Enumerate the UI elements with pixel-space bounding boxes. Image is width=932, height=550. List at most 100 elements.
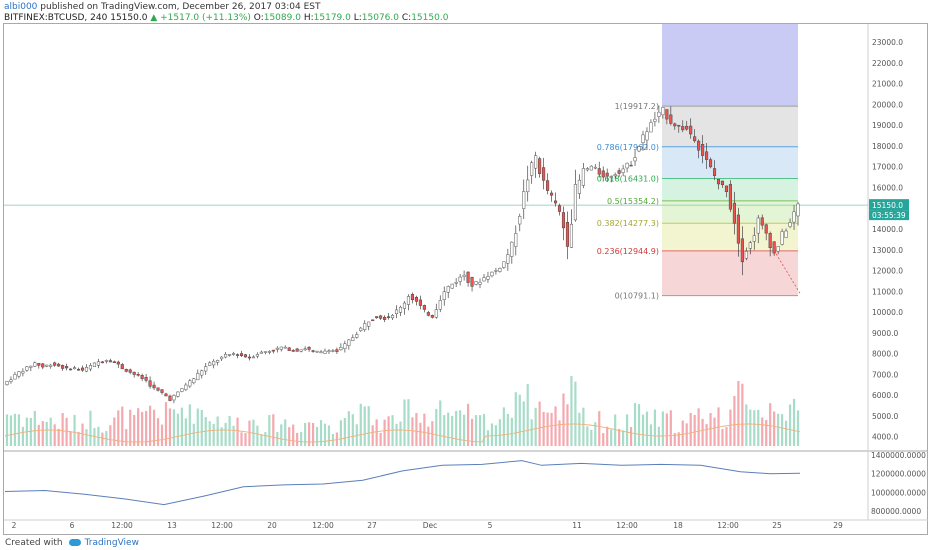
candle	[196, 373, 200, 381]
candle	[311, 350, 315, 352]
volume-bar	[578, 412, 581, 446]
volume-bar	[773, 411, 776, 446]
volume-bar	[435, 408, 438, 446]
candle	[760, 217, 764, 226]
volume-ma-line	[4, 423, 801, 443]
price-tick-label: 18000.0	[872, 142, 903, 151]
chart-frame[interactable]	[3, 23, 928, 535]
volume-bar	[280, 424, 283, 446]
volume-bar	[117, 410, 120, 446]
volume-bar	[37, 424, 40, 446]
publish-info: albi000 published on TradingView.com, De…	[4, 2, 321, 12]
volume-bar	[188, 404, 191, 446]
candle	[239, 353, 244, 356]
candle	[506, 254, 510, 264]
volume-bar	[522, 401, 525, 446]
author-link[interactable]: albi000	[4, 2, 38, 12]
candle	[649, 122, 653, 133]
candle	[108, 360, 112, 363]
candle	[235, 354, 240, 356]
candle	[792, 211, 796, 223]
candle	[216, 360, 220, 363]
candle	[458, 276, 462, 282]
candle	[383, 316, 387, 320]
symbol-label[interactable]: BITFINEX:BTCUSD, 240	[4, 13, 108, 23]
volume-bar	[347, 411, 350, 446]
symbol-legend: BITFINEX:BTCUSD, 240 15150.0 ▲ +1517.0 (…	[4, 13, 448, 23]
time-tick-label: 29	[833, 521, 843, 530]
volume-bar	[796, 410, 800, 446]
volume-bar	[168, 408, 172, 446]
volume-bar	[292, 424, 295, 446]
fib-level-label: 0.382(14277.3)	[597, 219, 659, 228]
current-price-label: 15150.0	[872, 201, 903, 210]
candle	[92, 362, 96, 368]
candle	[764, 224, 768, 234]
volume-bar	[610, 429, 613, 446]
price-tick-label: 22000.0	[872, 59, 903, 68]
volume-bar	[546, 412, 549, 446]
volume-bar	[689, 412, 692, 446]
volume-bar	[633, 403, 637, 446]
volume-bar	[594, 422, 597, 446]
candle	[645, 131, 649, 141]
volume-bar	[288, 427, 291, 446]
candle	[287, 347, 291, 351]
volume-bar	[478, 415, 482, 446]
volume-bar	[459, 410, 462, 446]
volume-bar	[709, 413, 712, 446]
candle	[148, 380, 152, 387]
volume-bar	[641, 414, 645, 446]
published-text: published on TradingView.com, December 2…	[37, 2, 321, 12]
volume-bar	[152, 409, 156, 446]
price-tick-label: 7000.0	[872, 370, 898, 379]
fib-level-label: 0.5(15354.2)	[607, 197, 659, 206]
volume-bar	[101, 432, 104, 446]
candle	[629, 164, 633, 167]
volume-bar	[81, 423, 84, 446]
candle	[677, 124, 681, 127]
candle	[553, 200, 558, 204]
volume-bar	[53, 424, 56, 446]
candle	[514, 233, 518, 247]
volume-bar	[224, 422, 227, 446]
up-arrow-icon: ▲	[150, 13, 158, 23]
current-price-tag	[869, 199, 909, 211]
candle	[116, 361, 120, 365]
volume-bar	[339, 420, 342, 446]
candle	[224, 353, 228, 358]
candle	[613, 174, 617, 177]
volume-bar	[284, 419, 287, 446]
volume-bar	[749, 409, 752, 446]
candle	[450, 283, 454, 289]
open-value: 15089.0	[263, 13, 301, 23]
low-value: 15076.0	[361, 13, 399, 23]
volume-bar	[69, 431, 72, 446]
tradingview-logo[interactable]: TradingView	[68, 538, 139, 548]
volume-bar	[172, 409, 176, 446]
candle	[315, 350, 319, 353]
volume-bar	[586, 426, 589, 446]
candle	[605, 172, 609, 177]
indicator-tick-label: 1000000.0000	[871, 488, 926, 497]
candle	[112, 361, 116, 363]
volume-bar	[379, 432, 382, 446]
volume-bar	[530, 419, 533, 446]
candle	[673, 123, 677, 127]
volume-bar	[618, 428, 621, 446]
candle	[573, 184, 577, 221]
volume-bar	[176, 413, 180, 446]
candle	[53, 362, 57, 366]
volume-bar	[311, 423, 315, 446]
time-tick-label: 13	[167, 521, 177, 530]
candle	[339, 347, 343, 351]
time-tick-label: 12:00	[717, 521, 739, 530]
volume-bar	[419, 422, 422, 446]
candle	[474, 281, 478, 285]
candle	[176, 391, 180, 397]
candle	[188, 380, 192, 387]
candle	[705, 151, 709, 160]
volume-bar	[93, 428, 96, 446]
volume-bar	[474, 415, 478, 446]
